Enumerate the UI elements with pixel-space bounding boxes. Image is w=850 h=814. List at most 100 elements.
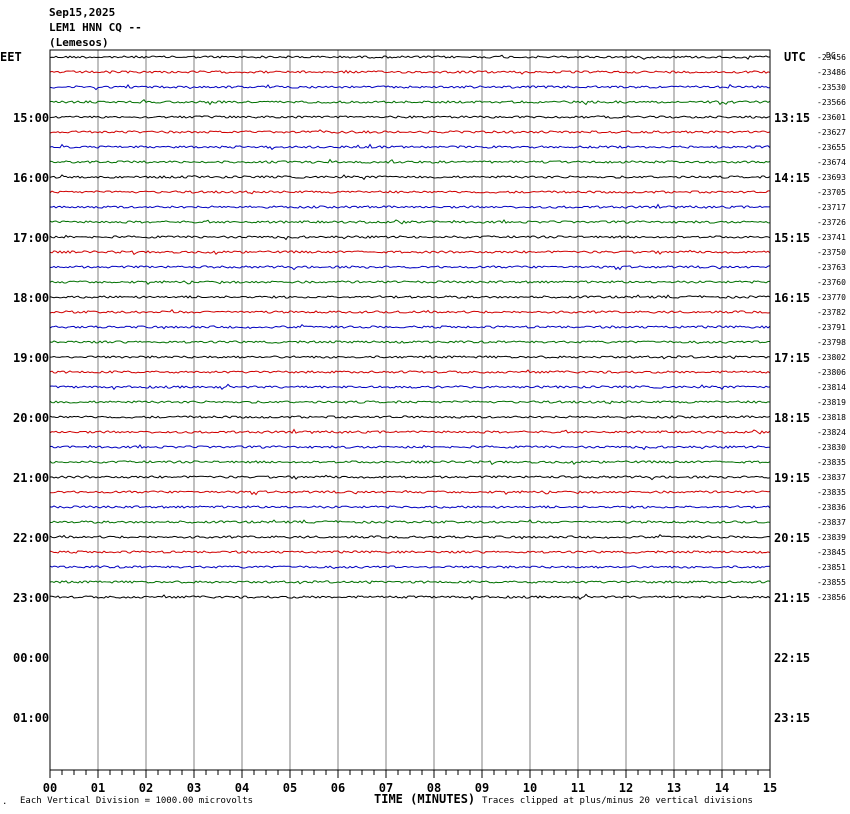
trace-line-5 (49, 115, 771, 119)
left-hour-label: 20:00 (13, 411, 49, 425)
trace-dc-offset-label: -23851 (817, 563, 846, 572)
x-tick-label: 07 (379, 781, 393, 795)
trace-dc-offset-label: -23770 (817, 293, 846, 302)
trace-line-32 (49, 518, 771, 524)
trace-dc-offset-label: -23655 (817, 143, 846, 152)
left-hour-label: 19:00 (13, 351, 49, 365)
right-hour-label: 21:15 (774, 591, 810, 605)
trace-line-8 (49, 158, 771, 164)
trace-dc-offset-label: -23839 (817, 533, 846, 542)
trace-line-27 (49, 444, 771, 451)
x-tick-label: 13 (667, 781, 681, 795)
corner-mark: . (2, 797, 7, 807)
trace-line-35 (49, 565, 771, 570)
trace-line-11 (49, 203, 771, 210)
trace-dc-offset-label: -23855 (817, 578, 846, 587)
trace-dc-offset-label: -23486 (817, 68, 846, 77)
right-timezone-label: UTC (784, 50, 806, 64)
trace-line-31 (49, 505, 771, 509)
x-tick-label: 12 (619, 781, 633, 795)
trace-dc-offset-label: -23835 (817, 458, 846, 467)
right-hour-label: 13:15 (774, 111, 810, 125)
right-hour-label: 19:15 (774, 471, 810, 485)
right-hour-label: 18:15 (774, 411, 810, 425)
trace-dc-offset-label: -23819 (817, 398, 846, 407)
left-hour-label: 01:00 (13, 711, 49, 725)
trace-dc-offset-label: -23627 (817, 128, 846, 137)
header-date: Sep15,2025 (49, 6, 115, 19)
trace-line-13 (49, 234, 771, 241)
trace-dc-offset-label: -23845 (817, 548, 846, 557)
trace-dc-offset-label: -23824 (817, 428, 846, 437)
trace-line-24 (49, 400, 771, 405)
trace-dc-offset-label: -23798 (817, 338, 846, 347)
trace-dc-offset-label: -23705 (817, 188, 846, 197)
trace-dc-offset-label: -23837 (817, 518, 846, 527)
scale-note: Each Vertical Division = 1000.00 microvo… (20, 796, 253, 806)
trace-line-6 (49, 129, 771, 134)
trace-dc-offset-label: -23726 (817, 218, 846, 227)
trace-line-20 (49, 340, 771, 345)
trace-dc-offset-label: -23566 (817, 98, 846, 107)
x-tick-label: 05 (283, 781, 297, 795)
trace-dc-offset-label: -23693 (817, 173, 846, 182)
right-hour-label: 22:15 (774, 651, 810, 665)
trace-series (49, 54, 771, 601)
right-hour-label: 15:15 (774, 231, 810, 245)
axis-labels: -23456 -23486 -23530 -23566 -23601 -23627 -236… (13, 53, 846, 795)
left-hour-label: 18:00 (13, 291, 49, 305)
trace-line-12 (49, 219, 771, 225)
trace-line-33 (49, 533, 771, 540)
trace-line-26 (49, 428, 771, 435)
right-hour-label: 20:15 (774, 531, 810, 545)
grid-lines (97, 50, 723, 770)
trace-dc-offset-label: -23601 (817, 113, 846, 122)
trace-line-10 (49, 190, 770, 195)
right-hour-label: 23:15 (774, 711, 810, 725)
x-tick-label: 04 (235, 781, 249, 795)
trace-line-34 (49, 550, 771, 554)
trace-dc-offset-label: -23763 (817, 263, 846, 272)
plot-frame (49, 49, 771, 771)
left-hour-label: 00:00 (13, 651, 49, 665)
trace-dc-offset-label: -23750 (817, 248, 846, 257)
trace-line-14 (49, 249, 771, 256)
trace-line-22 (49, 369, 771, 374)
right-hour-label: 14:15 (774, 171, 810, 185)
right-hour-label: 17:15 (774, 351, 810, 365)
trace-line-18 (49, 308, 771, 314)
x-tick-label: 10 (523, 781, 537, 795)
trace-dc-offset-label: -23818 (817, 413, 846, 422)
right-hour-label: 16:15 (774, 291, 810, 305)
trace-line-19 (49, 323, 771, 330)
trace-dc-offset-label: -23741 (817, 233, 846, 242)
trace-dc-offset-label: -23836 (817, 503, 846, 512)
trace-dc-offset-label: -23530 (817, 83, 846, 92)
trace-dc-offset-label: -23802 (817, 353, 846, 362)
trace-dc-offset-label: -23760 (817, 278, 846, 287)
x-tick-label: 02 (139, 781, 153, 795)
header-station: LEM1 HNN CQ -- (49, 21, 142, 34)
dc-label: DC (826, 51, 836, 60)
trace-line-15 (49, 265, 771, 271)
trace-dc-offset-label: -23837 (817, 473, 846, 482)
trace-line-1 (49, 54, 771, 60)
trace-line-4 (49, 98, 771, 106)
trace-line-2 (49, 69, 771, 75)
trace-dc-offset-label: -23782 (817, 308, 846, 317)
trace-dc-offset-label: -23830 (817, 443, 846, 452)
x-tick-label: 15 (763, 781, 777, 795)
trace-dc-offset-label: -23717 (817, 203, 846, 212)
trace-dc-offset-label: -23856 (817, 593, 846, 602)
x-axis-title: TIME (MINUTES) (374, 792, 475, 806)
left-hour-label: 16:00 (13, 171, 49, 185)
trace-line-37 (49, 593, 771, 601)
x-tick-label: 08 (427, 781, 441, 795)
trace-line-21 (49, 355, 771, 360)
x-tick-label: 09 (475, 781, 489, 795)
trace-line-23 (49, 383, 771, 391)
x-tick-label: 03 (187, 781, 201, 795)
trace-dc-offset-label: -23456 (817, 53, 846, 62)
x-tick-label: 06 (331, 781, 345, 795)
